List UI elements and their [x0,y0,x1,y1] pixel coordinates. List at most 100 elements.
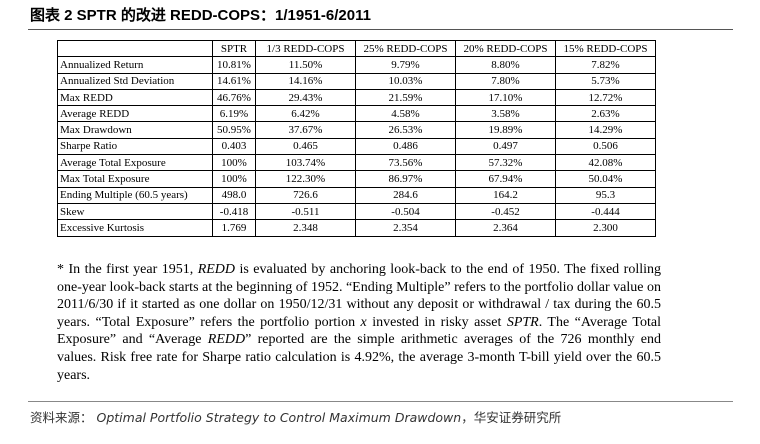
table-row: Max Total Exposure 100% 122.30% 86.97% 67.94… [57,170,656,188]
cell: 37.67% [255,121,356,139]
row-label: Ending Multiple (60.5 years) [57,186,213,204]
cell: 2.364 [455,219,556,237]
footnote-text: ” reported are the simple arithmetic ave… [57,332,661,383]
footnote-text: is evaluated by anchoring look-back to t… [57,262,661,330]
cell: 2.348 [255,219,356,237]
cell: 95.3 [555,186,656,204]
header-row: SPTR 1/3 REDD-COPS 25% REDD-COPS 20% REDD-C… [57,39,656,58]
footnote-text: x [360,314,367,330]
row-label: Skew [57,202,213,221]
cell: 498.0 [212,186,256,204]
divider [28,29,733,30]
cell: 7.80% [455,72,556,90]
cell: 26.53% [355,121,456,139]
table-row: Excessive Kurtosis 1.769 2.348 2.354 2.364 2.… [57,219,656,237]
footnote-text: * In the first year 1951, [57,262,198,277]
column-header: 15% REDD-COPS [555,39,656,58]
cell: 19.89% [455,121,556,139]
cell: 7.82% [555,56,656,74]
table-row: Max Drawdown 50.95% 37.67% 26.53% 19.89% 14.2… [57,121,656,139]
cell: 6.19% [212,105,256,123]
cell: -0.444 [555,202,656,221]
cell: 5.73% [555,72,656,90]
cell: 1.769 [212,219,256,237]
cell: 0.486 [355,137,456,156]
cell: 284.6 [355,186,456,204]
table-row: Annualized Return 10.81% 11.50% 9.79% 8.80% 7… [57,56,656,74]
row-label: Annualized Return [57,56,213,74]
cell: 57.32% [455,154,556,172]
source-title: Optimal Portfolio Strategy to Control Ma… [96,410,462,425]
cell: 14.29% [555,121,656,139]
footnote-text: invested in risky asset [366,314,507,330]
cell: 10.81% [212,56,256,74]
cell: -0.452 [455,202,556,221]
cell: 12.72% [555,88,656,107]
cell: 21.59% [355,88,456,107]
footnote-text: REDD [207,332,246,348]
row-label: Sharpe Ratio [57,137,213,156]
cell: 42.08% [555,154,656,172]
cell: 73.56% [355,154,456,172]
column-header: 25% REDD-COPS [355,39,456,58]
row-label: Max REDD [57,88,213,107]
source: 资料来源： Optimal Portfolio Strategy to Cont… [30,407,561,426]
table-row: Sharpe Ratio 0.403 0.465 0.486 0.497 0.506 [57,137,656,156]
footnote-text: SPTR [506,314,539,330]
footnote-text: REDD [197,262,236,277]
cell: 14.16% [255,72,356,90]
cell: 4.58% [355,105,456,123]
footnote-text: . The “Average Total Exposure” and “Aver… [57,314,661,348]
cell: 67.94% [455,170,556,188]
column-header: SPTR [212,39,256,58]
corner-cell [57,39,213,58]
cell: 10.03% [355,72,456,90]
cell: 9.79% [355,56,456,74]
cell: 50.95% [212,121,256,139]
cell: 164.2 [455,186,556,204]
cell: 3.58% [455,105,556,123]
table-row: Skew -0.418 -0.511 -0.504 -0.452 -0.444 [57,202,656,221]
row-label: Average REDD [57,105,213,123]
row-label: Max Drawdown [57,121,213,139]
cell: 6.42% [255,105,356,123]
row-label: Max Total Exposure [57,170,213,188]
cell: 86.97% [355,170,456,188]
row-label: Excessive Kurtosis [57,219,213,237]
table-row: Annualized Std Deviation 14.61% 14.16% 10.0… [57,72,656,90]
source-label: 资料来源： [30,410,93,425]
cell: 29.43% [255,88,356,107]
cell: 100% [212,170,256,188]
source-org: ，华安证券研究所 [461,410,562,425]
cell: -0.511 [255,202,356,221]
results-table: SPTR 1/3 REDD-COPS 25% REDD-COPS 20% REDD-C… [57,39,656,237]
cell: 8.80% [455,56,556,74]
cell: 2.300 [555,219,656,237]
table-row: Average Total Exposure 100% 103.74% 73.56% 5… [57,154,656,172]
cell: 0.465 [255,137,356,156]
figure-title: 图表 2 SPTR 的改进 REDD-COPS：1/1951-6/2011 [30,7,371,24]
cell: 100% [212,154,256,172]
cell: -0.504 [355,202,456,221]
cell: 46.76% [212,88,256,107]
cell: 0.403 [212,137,256,156]
cell: 0.506 [555,137,656,156]
row-label: Average Total Exposure [57,154,213,172]
table-row: Average REDD 6.19% 6.42% 4.58% 3.58% 2.63% [57,105,656,123]
cell: 50.04% [555,170,656,188]
cell: 726.6 [255,186,356,204]
column-header: 1/3 REDD-COPS [255,39,356,58]
cell: 122.30% [255,170,356,188]
cell: 103.74% [255,154,356,172]
cell: 2.63% [555,105,656,123]
cell: -0.418 [212,202,256,221]
cell: 2.354 [355,219,456,237]
cell: 11.50% [255,56,356,74]
cell: 17.10% [455,88,556,107]
table-row: Ending Multiple (60.5 years) 498.0 726.6 28… [57,186,656,204]
table-row: Max REDD 46.76% 29.43% 21.59% 17.10% 12.72% [57,88,656,107]
cell: 14.61% [212,72,256,90]
divider [28,401,733,402]
column-header: 20% REDD-COPS [455,39,556,58]
